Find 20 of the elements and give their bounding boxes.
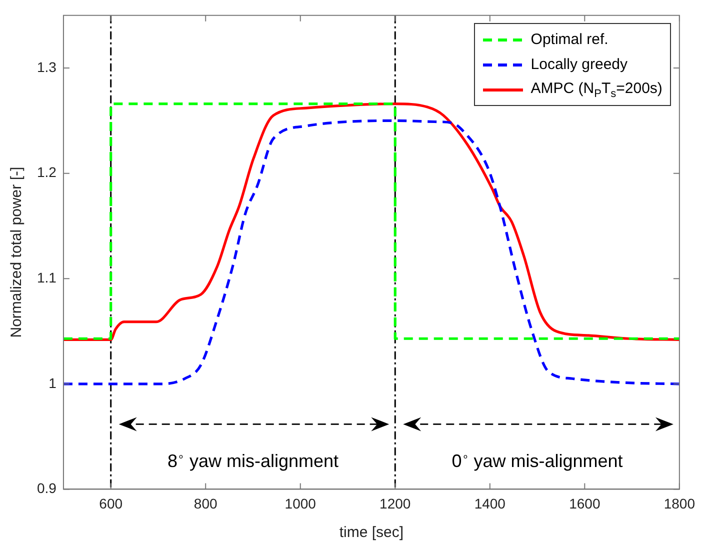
x-tick-label: 1200 bbox=[380, 495, 411, 512]
y-tick-label: 0.9 bbox=[36, 480, 57, 496]
x-tick-label: 1400 bbox=[474, 495, 506, 512]
line-series bbox=[63, 119, 680, 386]
y-tick-label: 1.2 bbox=[36, 164, 57, 180]
annotation: 0$^{∘}$ yaw mis-alignment bbox=[452, 450, 623, 472]
x-tick-label: 1600 bbox=[569, 495, 600, 512]
annotation: 8$^{∘}$ yaw mis-alignment bbox=[167, 450, 339, 472]
x-tick-label: 1800 bbox=[664, 495, 696, 512]
legend-label: Optimal ref. bbox=[530, 31, 608, 48]
x-tick-label: 1000 bbox=[284, 495, 316, 512]
legend-label: Locally greedy bbox=[530, 56, 628, 74]
x-tick-label: 800 bbox=[194, 495, 218, 512]
x-axis-title: time [sec] bbox=[339, 524, 404, 542]
x-tick-label: 600 bbox=[99, 495, 123, 512]
y-axis-title: Normalized total power [-] bbox=[8, 166, 26, 338]
y-tick-label: 1.3 bbox=[36, 58, 57, 75]
y-tick-label: 1.1 bbox=[36, 269, 57, 286]
y-tick-label: 1 bbox=[48, 374, 57, 391]
legend-label: AMPC (N$_{P}$T$_{s}$=200s) bbox=[530, 80, 662, 100]
